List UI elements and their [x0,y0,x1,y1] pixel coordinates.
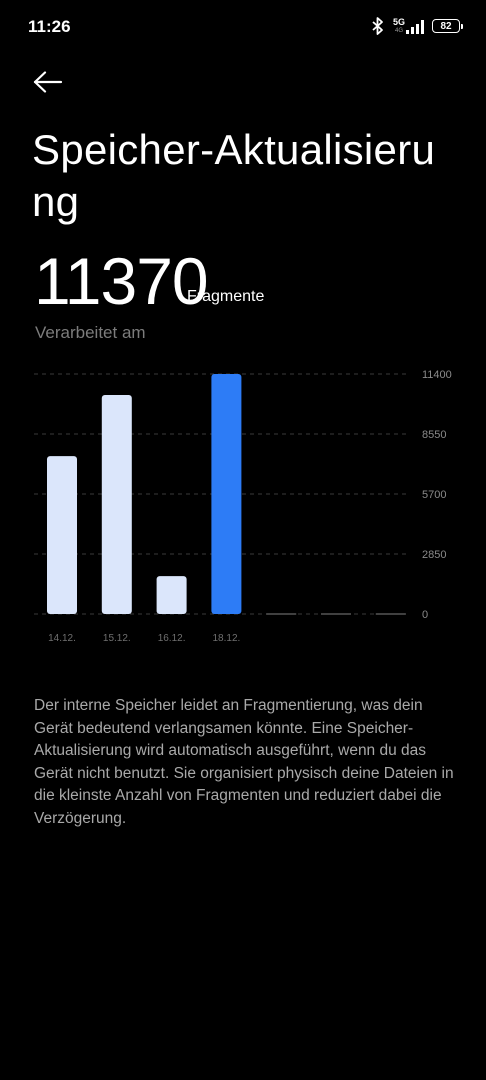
network-subtype: 4G [394,28,403,34]
y-tick-label: 8550 [422,429,446,441]
bar[interactable] [101,395,132,614]
y-tick-label: 5700 [422,489,446,501]
page-title: Speicher-Aktualisierung [32,126,436,225]
status-time: 11:26 [28,17,71,36]
x-tick-label: 15.12. [103,633,131,644]
bar-highlighted[interactable] [211,374,242,614]
chart-label: Verarbeitet am [35,323,146,342]
battery-icon: 82 [432,19,463,33]
y-tick-label: 2850 [422,549,446,561]
status-icons: 5G 4G 82 [371,16,463,36]
fragment-count: 11370 [34,244,209,318]
bluetooth-icon [372,17,383,35]
x-tick-label: 16.12. [158,633,186,644]
bar-chart: 11400 8550 5700 2850 0 14.12. 15.12. 16.12. 18.1… [34,369,452,644]
bar[interactable] [47,456,77,614]
network-type: 5G [392,17,405,27]
status-bar: 11:26 5G 4G 82 [0,0,486,56]
x-tick-label: 14.12. [48,633,76,644]
fragment-unit: Fragmente [187,288,265,305]
y-tick-label: 0 [422,609,428,621]
fragment-chart: 11400 8550 5700 2850 0 14.12. 15.12. 16.12. 18.1… [0,360,486,660]
description-text: Der interne Speicher leidet an Fragmenti… [34,697,454,827]
signal-icon: 5G 4G [393,18,424,34]
y-tick-label: 11400 [422,369,452,381]
x-tick-label: 18.12. [212,633,240,644]
arrow-left-icon [33,71,63,93]
bar[interactable] [156,576,187,614]
back-button[interactable] [30,64,66,100]
battery-level: 82 [440,20,452,32]
